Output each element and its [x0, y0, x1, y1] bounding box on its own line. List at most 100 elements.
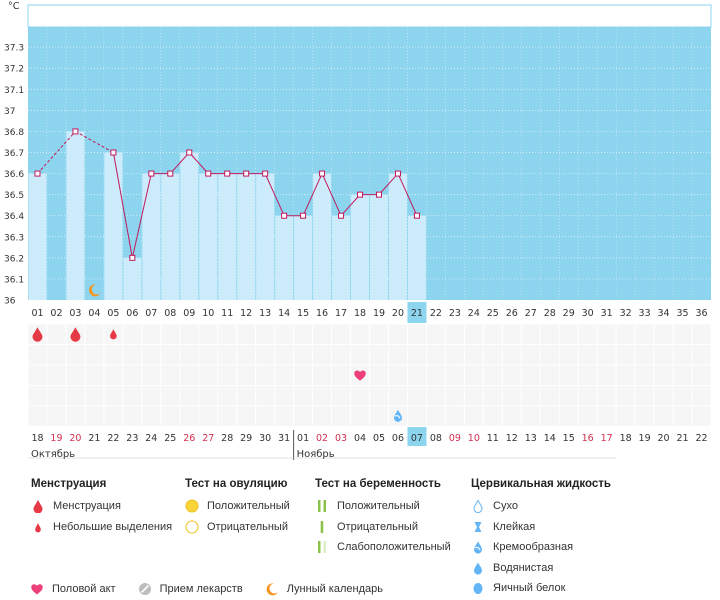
temperature-line [188, 152, 209, 174]
small-blood-drop-icon [110, 329, 117, 340]
cycle-day-label: 07 [145, 308, 157, 319]
date-label: 25 [164, 433, 176, 444]
y-tick-label: 37.3 [4, 44, 24, 54]
date-label: 18 [620, 433, 632, 444]
y-tick-label: 36 [4, 297, 16, 307]
date-label: 07 [411, 433, 423, 444]
date-label: 30 [259, 433, 271, 444]
event-cell [673, 324, 692, 344]
event-cell [540, 365, 559, 385]
legend-item-pregnancy-weak: Слабоположительный [315, 537, 451, 558]
event-cell [123, 324, 142, 344]
event-cell [104, 365, 123, 385]
temperature-bar [275, 215, 294, 300]
event-cell [161, 386, 180, 406]
event-cell [464, 406, 483, 426]
event-cell [559, 386, 578, 406]
event-cell [597, 386, 616, 406]
month-label: Октябрь [31, 449, 75, 460]
legend-item-creamy: Кремообразная [471, 537, 611, 558]
event-cell [142, 324, 161, 344]
temperature-point [357, 191, 364, 198]
event-cell [407, 345, 426, 365]
cycle-day-label: 02 [50, 308, 62, 319]
y-tick-label: 36.1 [4, 275, 24, 285]
event-cell [161, 406, 180, 426]
date-label: 19 [50, 433, 62, 444]
event-cell [370, 406, 388, 426]
date-label: 13 [525, 433, 537, 444]
event-cell [332, 365, 351, 385]
event-cell [199, 365, 218, 385]
event-cell [275, 345, 294, 365]
moon-icon-shape [89, 284, 101, 297]
event-cell [616, 324, 635, 344]
event-cell [483, 386, 502, 406]
event-cell [370, 386, 388, 406]
event-cell [66, 345, 85, 365]
cycle-day-label: 12 [240, 308, 252, 319]
event-cell [502, 386, 521, 406]
event-cell [597, 406, 616, 426]
event-cell [332, 386, 351, 406]
date-label: 01 [297, 433, 309, 444]
event-cell [66, 386, 85, 406]
event-cell [28, 386, 47, 406]
legend-menstruation: Менструация Менструация Небольшие выделе… [31, 478, 172, 537]
event-cell [199, 324, 218, 344]
event-cell [673, 386, 692, 406]
event-cell [407, 406, 426, 426]
cycle-day-label: 26 [506, 308, 518, 319]
blood-drop-icon [31, 499, 45, 514]
event-cell [66, 406, 85, 426]
moon-icon [89, 284, 101, 297]
cycle-day-label: 31 [601, 308, 613, 319]
one-line-icon [315, 520, 329, 534]
event-cell [654, 386, 673, 406]
temperature-bar [142, 173, 161, 300]
event-cell [692, 406, 711, 426]
month-label: Ноябрь [297, 449, 335, 460]
event-cell [294, 406, 313, 426]
temperature-bar [313, 173, 332, 300]
event-cell [616, 345, 635, 365]
event-cell [237, 386, 256, 406]
legend-cervical-title: Цервикальная жидкость [471, 478, 611, 490]
legend-item-label: Положительный [337, 500, 420, 513]
event-cell [237, 406, 256, 426]
heart-icon-shape [354, 370, 366, 381]
event-cell [692, 345, 711, 365]
event-cell [540, 386, 559, 406]
legend-item-dry: Сухо [471, 496, 611, 517]
event-cell [483, 345, 502, 365]
date-label: 12 [506, 433, 518, 444]
legend-item-label: Слабоположительный [337, 541, 451, 554]
event-cell [180, 386, 199, 406]
event-cell [351, 386, 369, 406]
event-cell [426, 365, 445, 385]
event-cell [85, 324, 104, 344]
pill-icon [138, 582, 152, 596]
legend-item-label: Кремообразная [493, 541, 574, 554]
event-cell [521, 345, 540, 365]
event-cell [370, 324, 388, 344]
event-cell [85, 365, 104, 385]
temperature-point [186, 149, 193, 156]
temperature-bar [66, 131, 85, 300]
legend-item-ovulation-negative: Отрицательный [185, 517, 290, 538]
event-cell [578, 386, 597, 406]
event-cell [692, 365, 711, 385]
temperature-point [110, 149, 117, 156]
cycle-day-label: 33 [639, 308, 651, 319]
event-cell [673, 345, 692, 365]
date-label: 17 [601, 433, 613, 444]
event-cell [597, 365, 616, 385]
date-label: 27 [202, 433, 214, 444]
current-date-highlight [407, 427, 427, 446]
event-cell [692, 324, 711, 344]
event-cell [578, 365, 597, 385]
event-cell [635, 345, 654, 365]
date-label: 20 [658, 433, 670, 444]
event-cell [123, 406, 142, 426]
creamy-drop-icon [393, 409, 402, 422]
